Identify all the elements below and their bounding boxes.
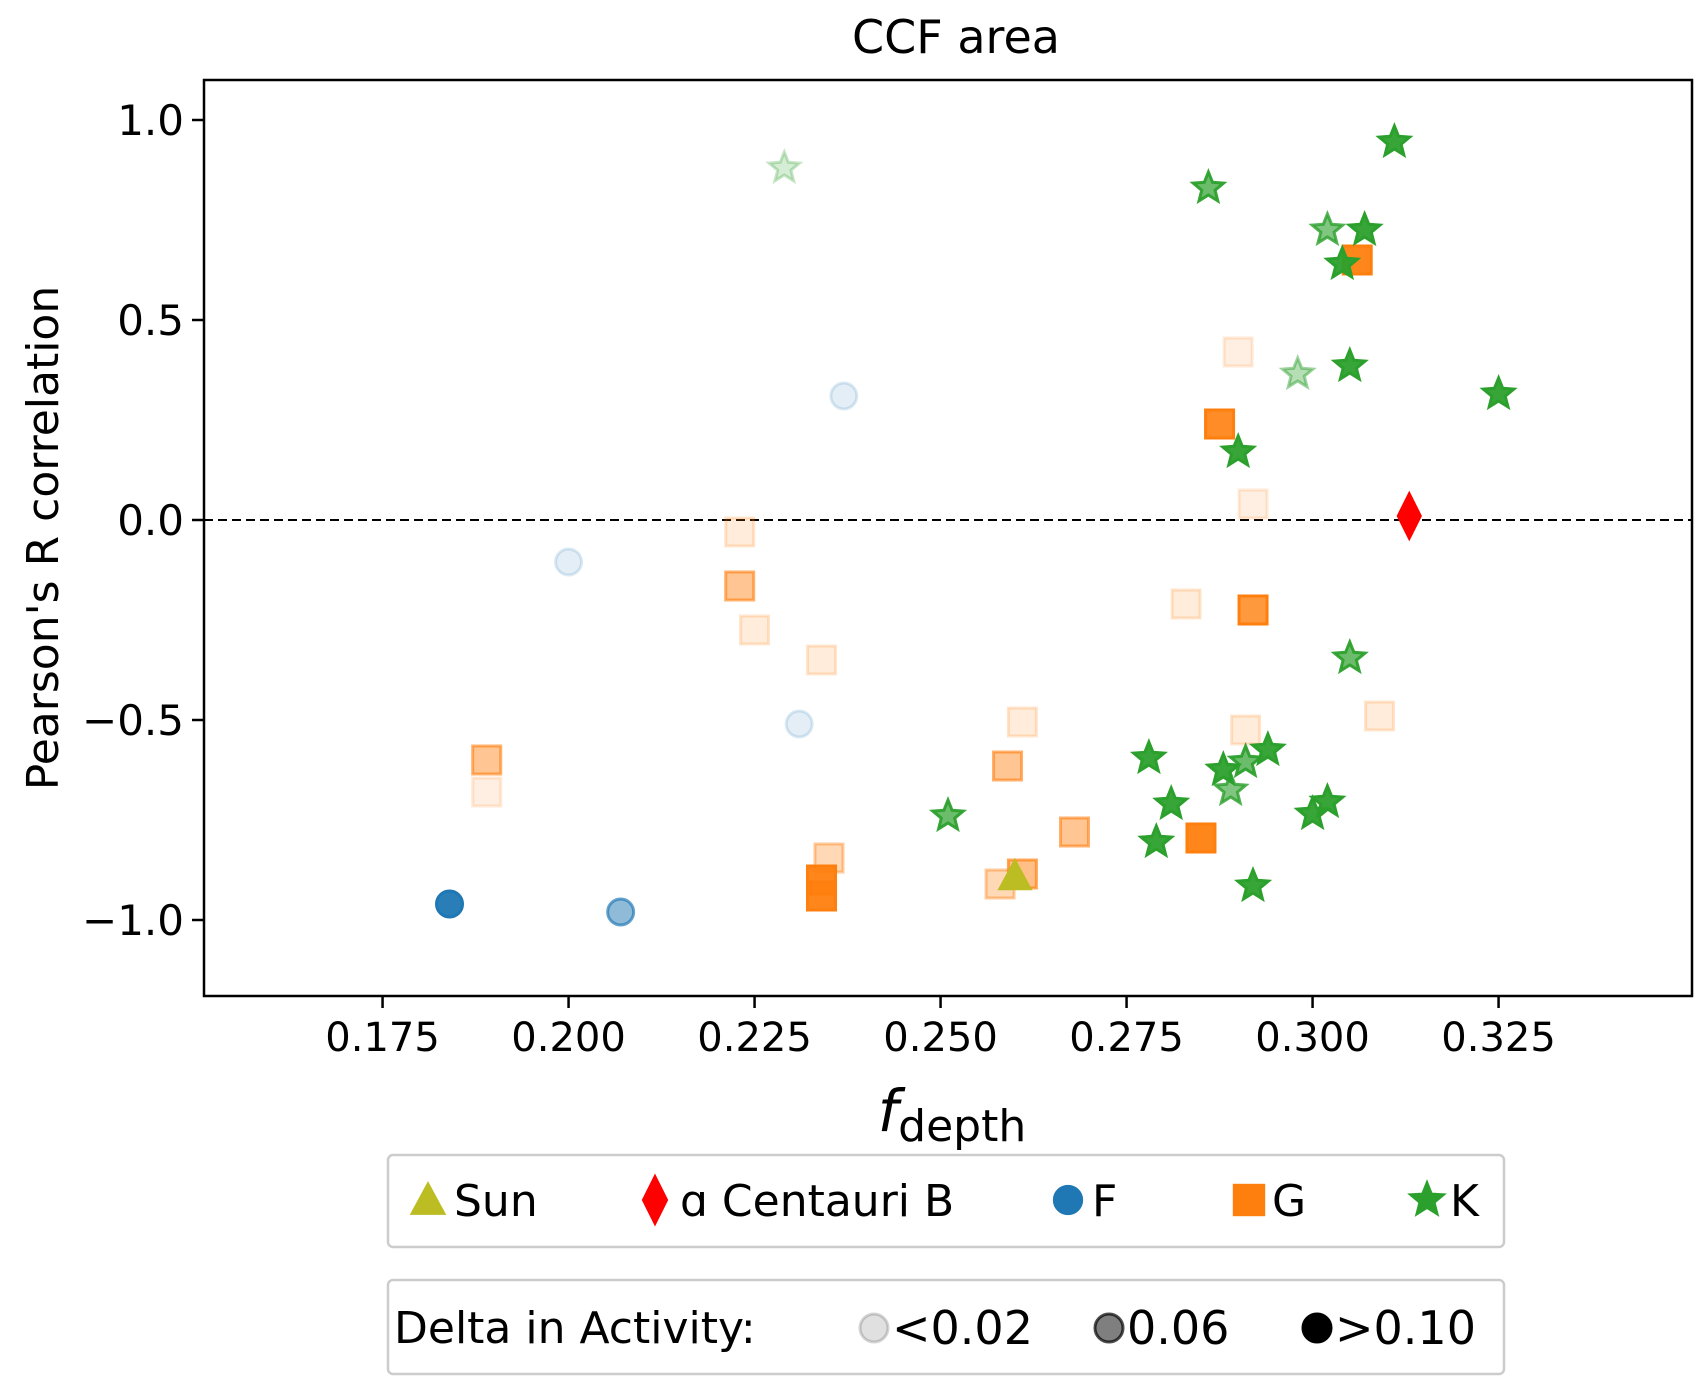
legend-label-sun: Sun xyxy=(454,1176,538,1227)
legend-activity-items: <0.02 0.06 >0.10 xyxy=(858,1301,1476,1355)
legend-label-g: G xyxy=(1272,1176,1306,1227)
data-point-k xyxy=(1129,737,1168,775)
legend-marker-g xyxy=(1232,1183,1266,1217)
data-point-k xyxy=(1219,431,1258,469)
data-point-k xyxy=(1375,121,1414,159)
data-point-g xyxy=(806,880,838,912)
legend-marker-f xyxy=(1052,1184,1084,1216)
data-point-k xyxy=(1308,781,1347,819)
data-point-centauri-b xyxy=(1396,490,1422,542)
data-point-g xyxy=(471,776,503,808)
data-point-k xyxy=(1330,345,1369,383)
legend-activity: Delta in Activity: <0.02 0.06 >0.10 xyxy=(386,1278,1506,1376)
x-tick-label: 0.275 xyxy=(1069,1015,1184,1061)
y-tick-label: 1.0 xyxy=(117,96,184,145)
y-tick-label: −1.0 xyxy=(82,896,184,945)
legend-activity-label: 0.06 xyxy=(1127,1301,1229,1355)
data-point-k xyxy=(1152,783,1191,821)
legend-label-centauri-b: ɑ Centauri B xyxy=(680,1176,954,1227)
data-point-g xyxy=(1230,714,1262,746)
y-tick-label: −0.5 xyxy=(82,696,184,745)
data-point-g xyxy=(1237,594,1269,626)
x-tick-label: 0.200 xyxy=(511,1015,626,1061)
data-point-g xyxy=(724,516,756,548)
legend-activity-marker xyxy=(858,1312,890,1344)
legend-activity-title: Delta in Activity: xyxy=(394,1303,756,1354)
legend-activity-label: <0.02 xyxy=(892,1301,1033,1355)
legend-activity-marker xyxy=(1301,1312,1333,1344)
data-point-sun xyxy=(997,857,1033,891)
legend-types-frame xyxy=(386,1153,1506,1249)
y-axis-label-group: Pearson's R correlation xyxy=(18,286,69,790)
data-point-k xyxy=(1137,821,1176,859)
legend-activity-label: >0.10 xyxy=(1335,1301,1476,1355)
x-tick-label: 0.175 xyxy=(325,1015,440,1061)
legend-marker-sun xyxy=(409,1181,447,1215)
data-point-k xyxy=(1479,373,1518,411)
legend-activity-frame xyxy=(386,1278,1506,1376)
data-point-k xyxy=(928,795,968,833)
data-point-f xyxy=(829,381,859,411)
data-point-k xyxy=(1330,637,1369,675)
data-point-k xyxy=(1211,769,1250,807)
data-point-g xyxy=(1237,488,1269,520)
data-point-g xyxy=(1058,816,1090,848)
data-point-k xyxy=(1226,741,1265,779)
data-point-k xyxy=(765,147,804,185)
x-axis-label: fdepth xyxy=(878,1077,1027,1152)
y-tick-label: 0.0 xyxy=(117,496,184,545)
legend-marker-centauri-b xyxy=(641,1173,669,1227)
data-point-f xyxy=(784,709,814,739)
data-point-k xyxy=(1248,729,1287,767)
data-point-f xyxy=(554,547,584,577)
data-point-k xyxy=(1345,209,1384,247)
data-point-g xyxy=(992,750,1024,782)
x-tick-label: 0.225 xyxy=(697,1015,812,1061)
data-point-g xyxy=(1204,408,1236,440)
data-point-g xyxy=(1006,706,1038,738)
data-point-g xyxy=(724,570,756,602)
data-point-f xyxy=(435,889,465,919)
data-point-f xyxy=(606,897,636,927)
data-point-g xyxy=(471,744,503,776)
y-tick-label: 0.5 xyxy=(117,296,184,345)
y-axis-label: Pearson's R correlation xyxy=(18,286,69,790)
x-tick-label: 0.250 xyxy=(883,1015,998,1061)
data-point-g xyxy=(1185,822,1217,854)
plot-area xyxy=(204,121,1692,927)
data-point-k xyxy=(1233,865,1273,903)
data-point-k xyxy=(1189,167,1228,205)
legend-marker-k xyxy=(1407,1179,1447,1217)
x-axis-label-subscript: depth xyxy=(898,1101,1026,1152)
plot-frame xyxy=(202,78,1694,998)
legend-activity-marker xyxy=(1093,1312,1125,1344)
data-point-k xyxy=(1278,353,1317,391)
x-tick-label: 0.325 xyxy=(1441,1015,1556,1061)
legend-types: Sun ɑ Centauri B F G K xyxy=(386,1153,1506,1249)
data-point-g xyxy=(1364,700,1396,732)
data-point-k xyxy=(1308,209,1347,247)
legend-types-items: Sun ɑ Centauri B F G K xyxy=(409,1173,1480,1227)
data-point-k xyxy=(1204,749,1243,787)
data-point-g xyxy=(1222,336,1254,368)
legend-label-f: F xyxy=(1092,1176,1117,1227)
data-point-g xyxy=(806,644,838,676)
data-point-k xyxy=(1323,243,1362,281)
data-point-g xyxy=(739,614,771,646)
data-point-g xyxy=(1170,588,1202,620)
chart-title: CCF area xyxy=(852,10,1060,64)
legend-label-k: K xyxy=(1450,1176,1480,1227)
x-tick-label: 0.300 xyxy=(1255,1015,1370,1061)
